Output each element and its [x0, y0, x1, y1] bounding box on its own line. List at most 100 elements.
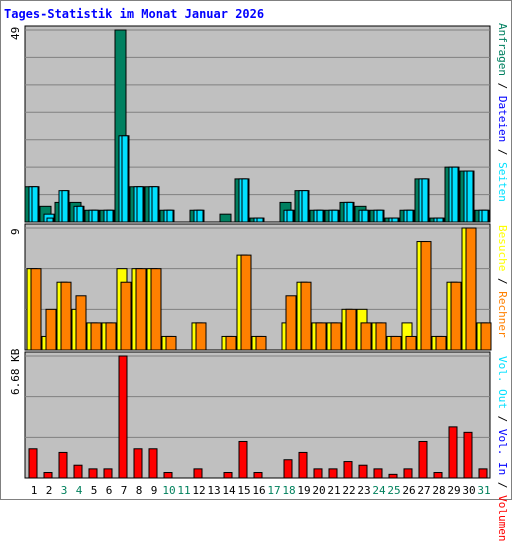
- day-label: 15: [237, 484, 250, 497]
- pages-bar: [436, 217, 444, 223]
- pages-bar: [31, 186, 39, 223]
- pages-bar: [166, 209, 174, 223]
- sites-bar: [390, 335, 402, 351]
- legend-entry: Seiten: [496, 162, 509, 202]
- day-label: 5: [91, 484, 98, 497]
- pages-bar: [286, 209, 294, 223]
- day-label: 6: [106, 484, 113, 497]
- volume-bar: [283, 459, 293, 479]
- pages-bar: [376, 209, 384, 223]
- volume-bar: [238, 440, 248, 479]
- pages-bar: [316, 209, 324, 223]
- sites-bar: [315, 322, 327, 351]
- sites-bar: [465, 227, 477, 351]
- bottom-panel-legend: Vol. Out / Vol. In / Volumen: [496, 356, 509, 541]
- legend-entry: Besuche: [496, 225, 509, 272]
- sites-bar: [30, 268, 42, 351]
- volume-bar: [418, 440, 428, 479]
- sites-bar: [330, 322, 342, 351]
- pages-bar: [406, 209, 414, 223]
- legend-entry: Dateien: [496, 95, 509, 143]
- pages-bar: [451, 166, 459, 223]
- volume-bar: [298, 451, 308, 479]
- day-label: 3: [61, 484, 68, 497]
- legend-separator: /: [496, 75, 509, 96]
- day-label: 19: [297, 484, 310, 497]
- day-label: 17: [267, 484, 280, 497]
- sites-bar: [435, 335, 447, 351]
- volume-bar: [253, 472, 263, 479]
- pages-bar: [76, 205, 84, 223]
- top-panel-legend: Anfragen / Dateien / Seiten: [496, 23, 509, 202]
- volume-bar: [148, 448, 158, 479]
- sites-bar: [120, 281, 132, 351]
- day-label: 16: [252, 484, 265, 497]
- sites-bar: [105, 322, 117, 351]
- sites-bar: [195, 322, 207, 351]
- volume-bar: [103, 468, 113, 479]
- sites-bar: [300, 281, 312, 351]
- legend-separator: /: [496, 408, 509, 429]
- volume-bar: [133, 448, 143, 479]
- day-label: 4: [76, 484, 83, 497]
- volume-bar: [58, 451, 68, 479]
- day-label: 29: [447, 484, 460, 497]
- sites-bar: [60, 281, 72, 351]
- chart-title: Tages-Statistik im Monat Januar 2026: [4, 7, 265, 21]
- volume-bar: [478, 468, 488, 479]
- volume-bar: [358, 464, 368, 479]
- sites-bar: [225, 335, 237, 351]
- sites-bar: [345, 308, 357, 351]
- day-label: 23: [357, 484, 370, 497]
- day-label: 1: [31, 484, 38, 497]
- pages-bar: [136, 186, 144, 223]
- sites-bar: [240, 254, 252, 351]
- day-label: 12: [192, 484, 205, 497]
- sites-bar: [420, 241, 432, 351]
- pages-bar: [301, 190, 309, 223]
- day-label: 22: [342, 484, 355, 497]
- legend-entry: Vol. In: [496, 428, 509, 476]
- legend-separator: /: [496, 142, 509, 163]
- day-label: 7: [121, 484, 128, 497]
- middle-panel-max-label: 9: [9, 228, 22, 235]
- day-label: 14: [222, 484, 236, 497]
- sites-bar: [450, 281, 462, 351]
- volume-bar: [88, 468, 98, 479]
- pages-bar: [331, 209, 339, 223]
- sites-bar: [480, 322, 492, 351]
- volume-bar: [373, 468, 383, 479]
- day-label: 21: [327, 484, 340, 497]
- pages-bar: [361, 209, 369, 223]
- sites-bar: [75, 295, 87, 351]
- sites-bar: [405, 335, 417, 351]
- requests-bar: [219, 213, 232, 223]
- pages-bar: [46, 217, 54, 223]
- volume-bar: [403, 468, 413, 479]
- volume-bar: [343, 461, 353, 479]
- pages-bar: [106, 209, 114, 223]
- day-label: 25: [387, 484, 400, 497]
- sites-bar: [255, 335, 267, 351]
- volume-bar: [328, 468, 338, 479]
- pages-bar: [196, 209, 204, 223]
- pages-bar: [481, 209, 489, 223]
- day-label: 11: [177, 484, 190, 497]
- sites-bar: [90, 322, 102, 351]
- pages-bar: [121, 135, 129, 223]
- legend-entry: Vol. Out: [496, 356, 509, 409]
- pages-bar: [421, 178, 429, 223]
- volume-bar: [193, 468, 203, 479]
- pages-bar: [256, 217, 264, 223]
- chart-canvas: 1 2 3 4 5 6 7 8 9 10 11 12 13 14 15 16 17 18 19 20 21 22 23 24 2…: [0, 0, 512, 500]
- sites-bar: [360, 322, 372, 351]
- legend-separator: /: [496, 271, 509, 292]
- pages-bar: [91, 209, 99, 223]
- volume-bar: [28, 448, 38, 479]
- volume-bar: [388, 473, 398, 479]
- day-label: 8: [136, 484, 143, 497]
- day-label: 2: [46, 484, 53, 497]
- panel-1-background: [24, 25, 491, 223]
- bottom-panel-max-label: 6.68 KB: [9, 348, 22, 395]
